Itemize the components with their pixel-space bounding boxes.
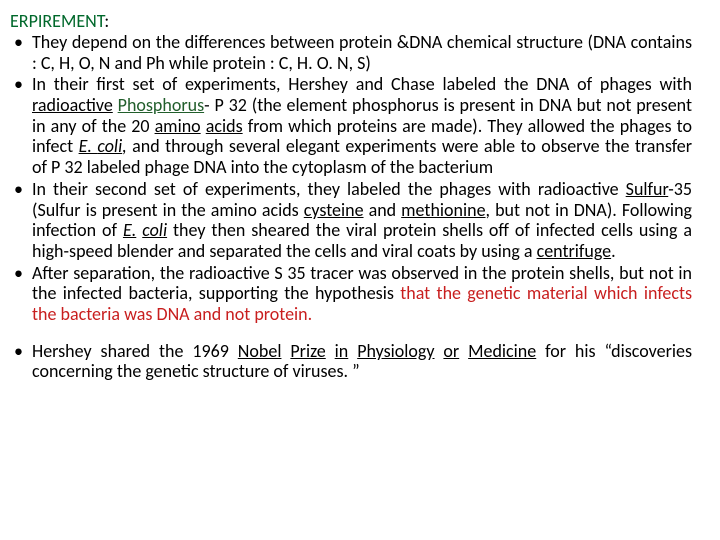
b5-sp2 bbox=[326, 340, 335, 362]
bullet-3: In their second set of experiments, they… bbox=[32, 179, 692, 262]
b2-p3: and through several elegant experiments … bbox=[32, 135, 692, 178]
link-in: in bbox=[335, 340, 349, 362]
link-sulfur: Sulfur bbox=[626, 178, 669, 200]
link-nobel: Nobel bbox=[238, 340, 282, 362]
b1-text: They depend on the differences between p… bbox=[32, 31, 692, 74]
bullet-1: They depend on the differences between p… bbox=[32, 32, 692, 73]
link-coli: coli bbox=[97, 135, 122, 157]
link-prize: Prize bbox=[290, 340, 325, 362]
title-word: ERPIREMENT bbox=[10, 10, 104, 32]
link-cysteine: cysteine bbox=[304, 199, 364, 221]
b3-p5: . bbox=[611, 240, 616, 262]
b3-p1: In their second set of experiments, they… bbox=[32, 178, 626, 200]
link-e: E. bbox=[79, 135, 98, 157]
link-coli2: coli bbox=[142, 219, 167, 241]
link-methionine: methionine bbox=[401, 199, 485, 221]
link-centrifuge: centrifuge bbox=[537, 240, 612, 262]
b5-sp3 bbox=[348, 340, 357, 362]
link-phosphorus: Phosphorus bbox=[118, 94, 204, 116]
b5-sp5 bbox=[459, 340, 468, 362]
link-radioactive: radioactive bbox=[32, 94, 113, 116]
slide-title: ERPIREMENT: bbox=[10, 10, 692, 32]
link-or: or bbox=[443, 340, 459, 362]
bullet-2: In their first set of experiments, Hersh… bbox=[32, 74, 692, 177]
b3-p2: and bbox=[364, 199, 402, 221]
link-amino: amino bbox=[155, 115, 201, 137]
link-physiology: Physiology bbox=[357, 340, 434, 362]
b2-p1: In their first set of experiments, Hersh… bbox=[32, 73, 692, 95]
link-e2: E. bbox=[123, 219, 136, 241]
bullet-list-1: They depend on the differences between p… bbox=[10, 32, 692, 325]
link-acids: acids bbox=[206, 115, 243, 137]
link-medicine: Medicine bbox=[468, 340, 536, 362]
bullet-4: After separation, the radioactive S 35 t… bbox=[32, 263, 692, 325]
b5-p1: Hershey shared the 1969 bbox=[32, 340, 238, 362]
bullet-5: Hershey shared the 1969 Nobel Prize in P… bbox=[32, 341, 692, 382]
title-colon: : bbox=[104, 10, 109, 32]
bullet-list-2: Hershey shared the 1969 Nobel Prize in P… bbox=[10, 341, 692, 382]
